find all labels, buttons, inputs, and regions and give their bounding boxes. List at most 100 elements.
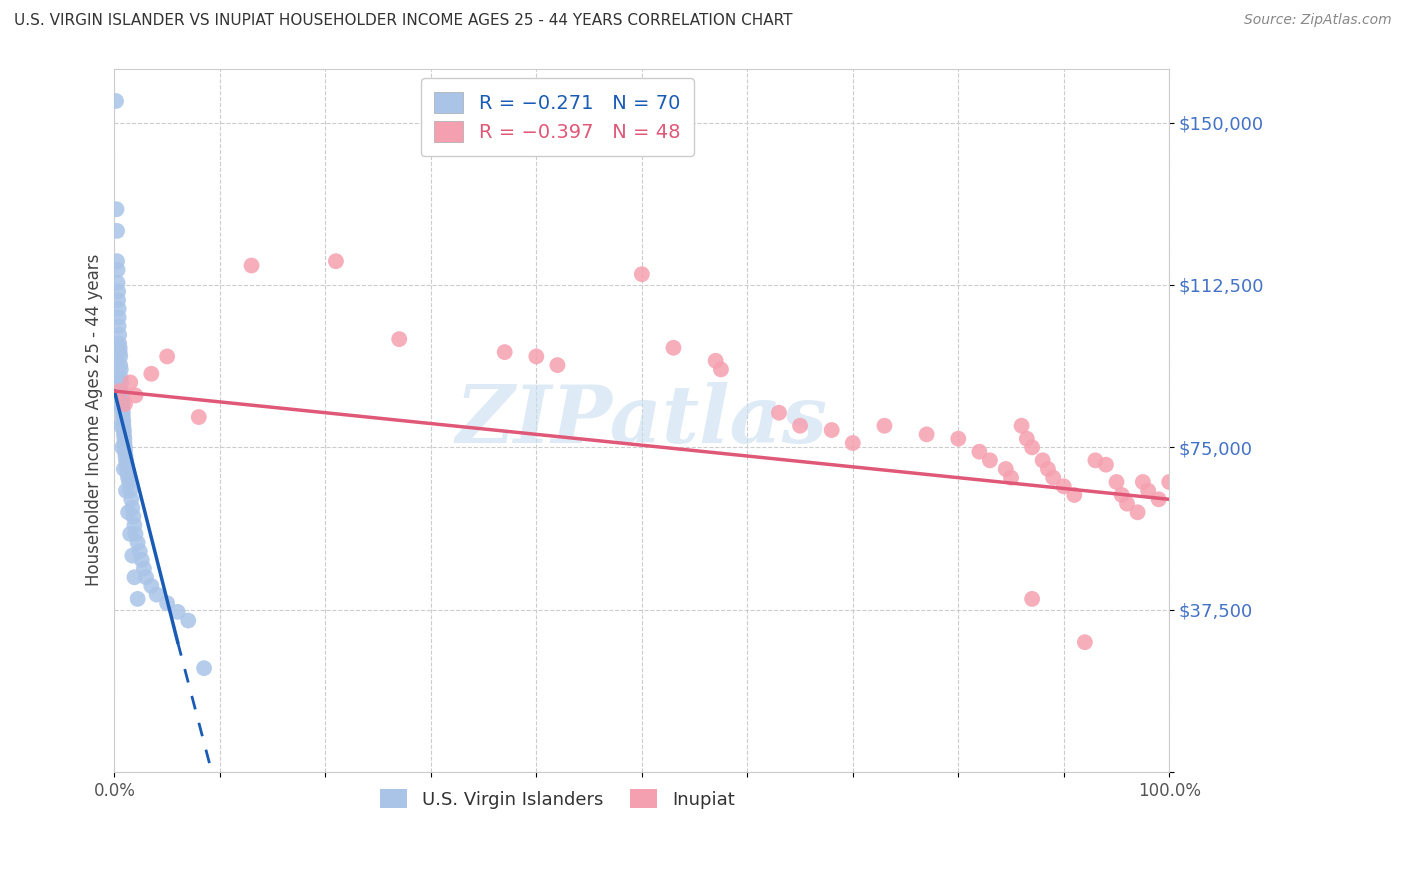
Point [112,462,135,476]
Point [128,544,150,558]
Point [127,591,149,606]
Point [325,254,347,268]
Point [630,267,652,281]
Point [112,414,135,428]
Point [110,376,132,390]
Point [108,345,131,359]
Point [120,527,142,541]
Point [494,345,516,359]
Point [1074,635,1097,649]
Point [108,358,131,372]
Point [546,358,568,372]
Point [1042,470,1064,484]
Point [141,579,163,593]
Point [1084,453,1107,467]
Point [114,449,136,463]
Point [111,406,134,420]
Point [821,423,844,437]
Point [948,432,970,446]
Point [117,467,139,481]
Point [111,410,134,425]
Point [524,350,547,364]
Point [1000,470,1022,484]
Point [1132,475,1154,489]
Point [156,596,179,610]
Point [108,350,131,364]
Point [145,588,167,602]
Point [873,418,896,433]
Point [1137,483,1160,498]
Point [969,444,991,458]
Point [115,483,138,498]
Legend: U.S. Virgin Islanders, Inupiat: U.S. Virgin Islanders, Inupiat [373,781,742,816]
Point [120,376,142,390]
Point [107,276,129,290]
Point [115,462,138,476]
Point [114,397,136,411]
Point [110,371,132,385]
Point [1021,591,1043,606]
Point [122,509,145,524]
Point [108,336,131,351]
Point [107,310,129,325]
Text: U.S. VIRGIN ISLANDER VS INUPIAT HOUSEHOLDER INCOME AGES 25 - 44 YEARS CORRELATIO: U.S. VIRGIN ISLANDER VS INUPIAT HOUSEHOL… [14,13,793,29]
Point [105,254,128,268]
Point [108,384,131,398]
Point [1015,432,1038,446]
Point [117,470,139,484]
Y-axis label: Householder Income Ages 25 - 44 years: Householder Income Ages 25 - 44 years [86,254,103,586]
Point [193,661,215,675]
Point [1105,475,1128,489]
Point [120,492,142,507]
Point [121,500,143,515]
Point [117,505,139,519]
Point [107,301,129,316]
Point [121,549,143,563]
Point [1126,505,1149,519]
Point [110,384,132,398]
Point [789,418,811,433]
Point [108,397,131,411]
Point [710,362,733,376]
Point [1063,488,1085,502]
Point [111,397,134,411]
Text: Source: ZipAtlas.com: Source: ZipAtlas.com [1244,13,1392,28]
Point [114,436,136,450]
Point [187,410,209,425]
Point [1011,418,1033,433]
Point [112,423,135,437]
Point [110,362,132,376]
Point [118,475,141,489]
Point [115,453,138,467]
Point [124,570,146,584]
Point [1159,475,1181,489]
Point [388,332,411,346]
Point [124,518,146,533]
Point [135,570,157,584]
Point [1021,441,1043,455]
Point [111,441,134,455]
Point [111,392,134,407]
Text: ZIPatlas: ZIPatlas [456,382,828,459]
Point [105,224,128,238]
Point [915,427,938,442]
Point [124,527,146,541]
Point [979,453,1001,467]
Point [768,406,790,420]
Point [662,341,685,355]
Point [108,327,131,342]
Point [104,94,127,108]
Point [107,263,129,277]
Point [177,614,200,628]
Point [994,462,1017,476]
Point [132,561,155,575]
Point [156,350,179,364]
Point [1036,462,1059,476]
Point [114,432,136,446]
Point [1053,479,1076,493]
Point [112,427,135,442]
Point [111,388,134,402]
Point [114,444,136,458]
Point [105,202,128,217]
Point [107,319,129,334]
